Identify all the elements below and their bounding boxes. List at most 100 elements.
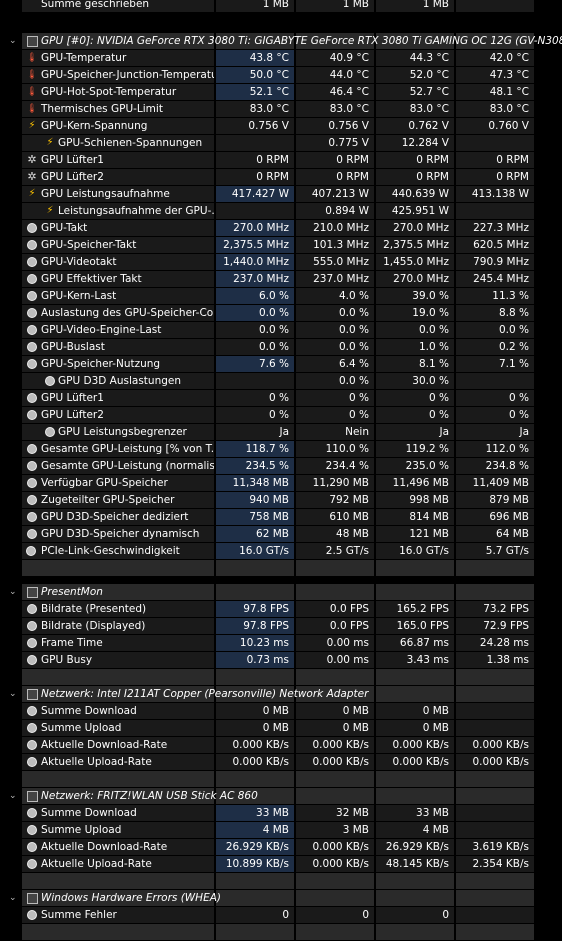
spacer-cell: [456, 669, 534, 685]
value-avg: 413.138 W: [456, 186, 534, 202]
table-row[interactable]: GPU Leistungsaufnahme ⚡ 417.427 W 407.213 W…: [0, 186, 562, 203]
value-current: 0 MB: [216, 703, 294, 719]
table-row[interactable]: GPU-Hot-Spot-Temperatur 🌡 52.1 °C 46.4 °C 52…: [0, 84, 562, 101]
collapse-icon[interactable]: ⌄: [9, 791, 17, 801]
table-row[interactable]: Summe Fehler 0 0 0: [0, 907, 562, 924]
value-current: 10.23 ms: [216, 635, 294, 651]
table-row[interactable]: Verfügbar GPU-Speicher 11,348 MB 11,290 MB…: [0, 475, 562, 492]
table-row[interactable]: GPU Lüfter1 0 % 0 % 0 % 0 %: [0, 390, 562, 407]
spacer-cell: [216, 873, 294, 889]
table-row[interactable]: Aktuelle Download-Rate 26.929 KB/s 0.000 K…: [0, 839, 562, 856]
table-row[interactable]: Bildrate (Displayed) 97.8 FPS 0.0 FPS 165.0…: [0, 618, 562, 635]
value-current: [216, 203, 294, 219]
value-avg: 0 RPM: [456, 169, 534, 185]
header-cell: [456, 584, 534, 600]
table-row[interactable]: Bildrate (Presented) 97.8 FPS 0.0 FPS 165.2…: [0, 601, 562, 618]
value-max: 0 RPM: [376, 169, 454, 185]
value-current: 2,375.5 MHz: [216, 237, 294, 253]
value-max: 19.0 %: [376, 305, 454, 321]
collapse-icon[interactable]: ⌄: [9, 587, 17, 597]
value-max: 11,496 MB: [376, 475, 454, 491]
row-label: GPU Lüfter2: [22, 169, 214, 185]
collapse-icon[interactable]: ⌄: [9, 689, 17, 699]
value-avg: 0.0 %: [456, 322, 534, 338]
value-max: 998 MB: [376, 492, 454, 508]
table-row[interactable]: ›GPU-Schienen-Spannungen⚡0.775 V12.284 V: [0, 135, 562, 152]
row-label: Summe Fehler: [22, 907, 214, 923]
table-row[interactable]: GPU-Videotakt 1,440.0 MHz 555.0 MHz 1,455.0…: [0, 254, 562, 271]
table-row[interactable]: GPU Effektiver Takt 237.0 MHz 237.0 MHz 270…: [0, 271, 562, 288]
table-row[interactable]: PCIe-Link-Geschwindigkeit 16.0 GT/s 2.5 GT…: [0, 543, 562, 560]
value-max: 33 MB: [376, 805, 454, 821]
collapse-icon[interactable]: ⌄: [9, 36, 17, 46]
value-current: 0 %: [216, 390, 294, 406]
value-max: 0: [376, 907, 454, 923]
value-min: 1 MB: [296, 0, 374, 12]
bolt-icon: ⚡: [28, 120, 36, 131]
value-current: 11,348 MB: [216, 475, 294, 491]
table-row[interactable]: GPU D3D-Speicher dediziert 758 MB 610 MB 81…: [0, 509, 562, 526]
table-row[interactable]: Thermisches GPU-Limit 🌡 83.0 °C 83.0 °C 83.0…: [0, 101, 562, 118]
table-row[interactable]: Summe Upload 0 MB 0 MB 0 MB: [0, 720, 562, 737]
table-row[interactable]: GPU D3D-Speicher dynamisch 62 MB 48 MB 121 …: [0, 526, 562, 543]
value-min: 0.000 KB/s: [296, 856, 374, 872]
table-row[interactable]: GPU-Buslast 0.0 % 0.0 % 1.0 % 0.2 %: [0, 339, 562, 356]
value-min: 610 MB: [296, 509, 374, 525]
value-current: 417.427 W: [216, 186, 294, 202]
table-row[interactable]: Aktuelle Upload-Rate 0.000 KB/s 0.000 KB/s…: [0, 754, 562, 771]
table-row[interactable]: Frame Time 10.23 ms 0.00 ms 66.87 ms 24.28 m…: [0, 635, 562, 652]
value-avg: 234.8 %: [456, 458, 534, 474]
value-current: 1,440.0 MHz: [216, 254, 294, 270]
table-row[interactable]: Gesamte GPU-Leistung [% von T... 118.7 % 1…: [0, 441, 562, 458]
collapse-icon[interactable]: ⌄: [9, 893, 17, 903]
table-row[interactable]: Summe Upload 4 MB 3 MB 4 MB: [0, 822, 562, 839]
value-min: 0.0 FPS: [296, 618, 374, 634]
value-current: Ja: [216, 424, 294, 440]
table-row[interactable]: GPU Busy 0.73 ms 0.00 ms 3.43 ms 1.38 ms: [0, 652, 562, 669]
value-avg: 47.3 °C: [456, 67, 534, 83]
table-row[interactable]: GPU-Speicher-Junction-Temperatur 🌡 50.0 °C…: [0, 67, 562, 84]
section-header[interactable]: ⌄ GPU [#0]: NVIDIA GeForce RTX 3080 Ti: G…: [0, 33, 562, 50]
section-header[interactable]: ⌄ Netzwerk: FRITZ!WLAN USB Stick AC 860: [0, 788, 562, 805]
section-header[interactable]: ⌄ PresentMon: [0, 584, 562, 601]
table-row[interactable]: Summe Download 33 MB 32 MB 33 MB: [0, 805, 562, 822]
table-row[interactable]: Gesamte GPU-Leistung (normalisi... 234.5 …: [0, 458, 562, 475]
value-current: 118.7 %: [216, 441, 294, 457]
clock-icon: [26, 858, 38, 870]
value-max: 12.284 V: [376, 135, 454, 151]
table-row[interactable]: Aktuelle Upload-Rate 10.899 KB/s 0.000 KB/…: [0, 856, 562, 873]
table-row[interactable]: Auslastung des GPU-Speicher-Co... 0.0 % 0.…: [0, 305, 562, 322]
table-row[interactable]: Aktuelle Download-Rate 0.000 KB/s 0.000 KB…: [0, 737, 562, 754]
table-row[interactable]: GPU Lüfter2 0 % 0 % 0 % 0 %: [0, 407, 562, 424]
section-header[interactable]: ⌄ Netzwerk: Intel I211AT Copper (Pearsonv…: [0, 686, 562, 703]
clock-icon: [26, 603, 38, 615]
table-row[interactable]: GPU-Speicher-Takt 2,375.5 MHz 101.3 MHz 2,3…: [0, 237, 562, 254]
section-header[interactable]: ⌄ Windows Hardware Errors (WHEA): [0, 890, 562, 907]
value-max: 4 MB: [376, 822, 454, 838]
value-avg: [456, 203, 534, 219]
clock-icon: [26, 222, 38, 234]
spacer-cell: [296, 560, 374, 576]
section-header-cell: [22, 33, 214, 49]
table-row[interactable]: GPU-Kern-Last 6.0 % 4.0 % 39.0 % 11.3 %: [0, 288, 562, 305]
table-row[interactable]: Summe Download 0 MB 0 MB 0 MB: [0, 703, 562, 720]
value-min: 0 MB: [296, 703, 374, 719]
table-row[interactable]: GPU-Speicher-Nutzung 7.6 % 6.4 % 8.1 % 7.1 %: [0, 356, 562, 373]
table-row[interactable]: GPU Lüfter2 ✲ 0 RPM 0 RPM 0 RPM 0 RPM: [0, 169, 562, 186]
table-row[interactable]: GPU-Takt 270.0 MHz 210.0 MHz 270.0 MHz 227.3…: [0, 220, 562, 237]
table-row[interactable]: Summe geschrieben 1 MB 1 MB 1 MB: [0, 0, 562, 13]
row-label: Auslastung des GPU-Speicher-Co...: [22, 305, 214, 321]
table-row[interactable]: GPU Lüfter1 ✲ 0 RPM 0 RPM 0 RPM 0 RPM: [0, 152, 562, 169]
value-avg: 73.2 FPS: [456, 601, 534, 617]
table-row[interactable]: ›Leistungsaufnahme der GPU-...⚡0.894 W42…: [0, 203, 562, 220]
table-row[interactable]: Zugeteilter GPU-Speicher 940 MB 792 MB 998 …: [0, 492, 562, 509]
table-row[interactable]: GPU-Video-Engine-Last 0.0 % 0.0 % 0.0 % 0.0 …: [0, 322, 562, 339]
spacer-cell: [22, 873, 214, 889]
value-avg: 879 MB: [456, 492, 534, 508]
row-label: Aktuelle Upload-Rate: [22, 856, 214, 872]
value-avg: 64 MB: [456, 526, 534, 542]
table-row[interactable]: GPU-Temperatur 🌡 43.8 °C 40.9 °C 44.3 °C 42.0…: [0, 50, 562, 67]
